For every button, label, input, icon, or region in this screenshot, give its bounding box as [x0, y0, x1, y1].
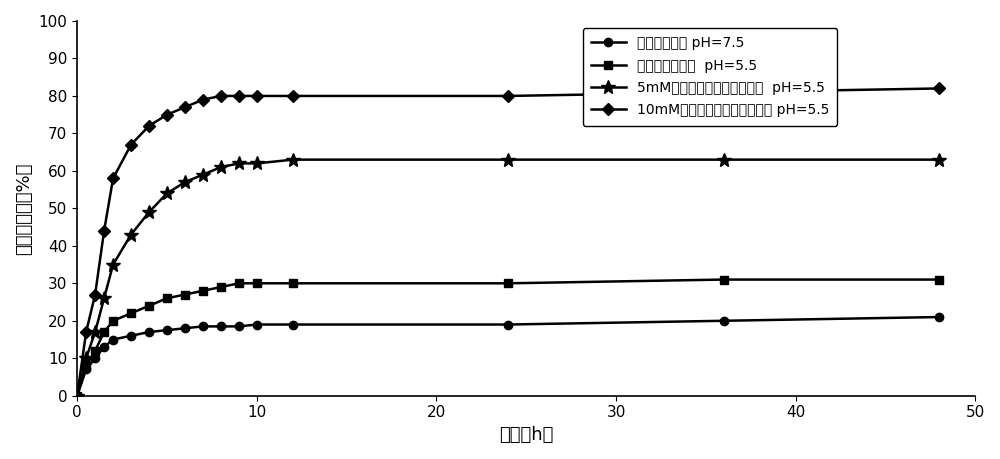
磷酸缓冲盐液 pH=7.5 [215, 324, 227, 329]
Line: 磷酸缓冲盐液 pH=7.5: 磷酸缓冲盐液 pH=7.5 [73, 313, 944, 400]
10mM谷胱甘肽磷酸缓冲盐溶液 pH=5.5 [502, 93, 514, 99]
磷酸缓冲盐溶液  pH=5.5 [287, 280, 299, 286]
磷酸缓冲盐溶液  pH=5.5 [718, 277, 730, 282]
5mM谷胱甘肽磷酸缓冲盐溶液  pH=5.5 [161, 190, 173, 196]
10mM谷胱甘肽磷酸缓冲盐溶液 pH=5.5 [89, 292, 101, 297]
X-axis label: 时间（h）: 时间（h） [499, 426, 553, 444]
Y-axis label: 药物释放量（%）: 药物释放量（%） [15, 162, 33, 255]
10mM谷胱甘肽磷酸缓冲盐溶液 pH=5.5 [80, 329, 92, 335]
磷酸缓冲盐液 pH=7.5 [107, 337, 119, 342]
10mM谷胱甘肽磷酸缓冲盐溶液 pH=5.5 [197, 97, 209, 102]
5mM谷胱甘肽磷酸缓冲盐溶液  pH=5.5 [143, 209, 155, 215]
磷酸缓冲盐溶液  pH=5.5 [179, 292, 191, 297]
磷酸缓冲盐溶液  pH=5.5 [502, 280, 514, 286]
5mM谷胱甘肽磷酸缓冲盐溶液  pH=5.5 [179, 179, 191, 185]
10mM谷胱甘肽磷酸缓冲盐溶液 pH=5.5 [143, 123, 155, 129]
10mM谷胱甘肽磷酸缓冲盐溶液 pH=5.5 [287, 93, 299, 99]
10mM谷胱甘肽磷酸缓冲盐溶液 pH=5.5 [233, 93, 245, 99]
磷酸缓冲盐溶液  pH=5.5 [143, 303, 155, 308]
10mM谷胱甘肽磷酸缓冲盐溶液 pH=5.5 [179, 105, 191, 110]
磷酸缓冲盐液 pH=7.5 [179, 325, 191, 331]
Line: 5mM谷胱甘肽磷酸缓冲盐溶液  pH=5.5: 5mM谷胱甘肽磷酸缓冲盐溶液 pH=5.5 [70, 153, 946, 403]
5mM谷胱甘肽磷酸缓冲盐溶液  pH=5.5 [502, 157, 514, 162]
5mM谷胱甘肽磷酸缓冲盐溶液  pH=5.5 [80, 356, 92, 361]
磷酸缓冲盐溶液  pH=5.5 [125, 311, 137, 316]
10mM谷胱甘肽磷酸缓冲盐溶液 pH=5.5 [251, 93, 263, 99]
磷酸缓冲盐溶液  pH=5.5 [107, 318, 119, 324]
磷酸缓冲盐溶液  pH=5.5 [251, 280, 263, 286]
5mM谷胱甘肽磷酸缓冲盐溶液  pH=5.5 [251, 161, 263, 166]
5mM谷胱甘肽磷酸缓冲盐溶液  pH=5.5 [71, 393, 83, 398]
5mM谷胱甘肽磷酸缓冲盐溶液  pH=5.5 [287, 157, 299, 162]
10mM谷胱甘肽磷酸缓冲盐溶液 pH=5.5 [718, 90, 730, 95]
Line: 10mM谷胱甘肽磷酸缓冲盐溶液 pH=5.5: 10mM谷胱甘肽磷酸缓冲盐溶液 pH=5.5 [73, 84, 944, 400]
磷酸缓冲盐液 pH=7.5 [80, 367, 92, 372]
10mM谷胱甘肽磷酸缓冲盐溶液 pH=5.5 [107, 176, 119, 181]
磷酸缓冲盐液 pH=7.5 [251, 322, 263, 327]
Legend: 磷酸缓冲盐液 pH=7.5, 磷酸缓冲盐溶液  pH=5.5, 5mM谷胱甘肽磷酸缓冲盐溶液  pH=5.5, 10mM谷胱甘肽磷酸缓冲盐溶液 pH=5.5: 磷酸缓冲盐液 pH=7.5, 磷酸缓冲盐溶液 pH=5.5, 5mM谷胱甘肽磷酸… [583, 28, 837, 126]
磷酸缓冲盐溶液  pH=5.5 [161, 296, 173, 301]
磷酸缓冲盐液 pH=7.5 [502, 322, 514, 327]
5mM谷胱甘肽磷酸缓冲盐溶液  pH=5.5 [125, 232, 137, 237]
磷酸缓冲盐液 pH=7.5 [125, 333, 137, 339]
5mM谷胱甘肽磷酸缓冲盐溶液  pH=5.5 [89, 329, 101, 335]
磷酸缓冲盐溶液  pH=5.5 [197, 288, 209, 294]
磷酸缓冲盐液 pH=7.5 [718, 318, 730, 324]
磷酸缓冲盐溶液  pH=5.5 [71, 393, 83, 398]
磷酸缓冲盐液 pH=7.5 [143, 329, 155, 335]
磷酸缓冲盐液 pH=7.5 [197, 324, 209, 329]
磷酸缓冲盐液 pH=7.5 [233, 324, 245, 329]
10mM谷胱甘肽磷酸缓冲盐溶液 pH=5.5 [71, 393, 83, 398]
5mM谷胱甘肽磷酸缓冲盐溶液  pH=5.5 [107, 262, 119, 267]
10mM谷胱甘肽磷酸缓冲盐溶液 pH=5.5 [125, 142, 137, 147]
磷酸缓冲盐溶液  pH=5.5 [89, 348, 101, 353]
磷酸缓冲盐液 pH=7.5 [933, 314, 945, 320]
磷酸缓冲盐液 pH=7.5 [89, 356, 101, 361]
磷酸缓冲盐溶液  pH=5.5 [933, 277, 945, 282]
10mM谷胱甘肽磷酸缓冲盐溶液 pH=5.5 [215, 93, 227, 99]
磷酸缓冲盐液 pH=7.5 [98, 344, 110, 350]
磷酸缓冲盐溶液  pH=5.5 [215, 284, 227, 290]
10mM谷胱甘肽磷酸缓冲盐溶液 pH=5.5 [161, 112, 173, 118]
10mM谷胱甘肽磷酸缓冲盐溶液 pH=5.5 [98, 228, 110, 234]
Line: 磷酸缓冲盐溶液  pH=5.5: 磷酸缓冲盐溶液 pH=5.5 [73, 275, 944, 400]
5mM谷胱甘肽磷酸缓冲盐溶液  pH=5.5 [718, 157, 730, 162]
5mM谷胱甘肽磷酸缓冲盐溶液  pH=5.5 [197, 172, 209, 177]
磷酸缓冲盐溶液  pH=5.5 [98, 329, 110, 335]
5mM谷胱甘肽磷酸缓冲盐溶液  pH=5.5 [933, 157, 945, 162]
5mM谷胱甘肽磷酸缓冲盐溶液  pH=5.5 [215, 164, 227, 170]
10mM谷胱甘肽磷酸缓冲盐溶液 pH=5.5 [933, 86, 945, 91]
磷酸缓冲盐液 pH=7.5 [287, 322, 299, 327]
磷酸缓冲盐液 pH=7.5 [161, 327, 173, 333]
磷酸缓冲盐液 pH=7.5 [71, 393, 83, 398]
磷酸缓冲盐溶液  pH=5.5 [233, 280, 245, 286]
磷酸缓冲盐溶液  pH=5.5 [80, 363, 92, 369]
5mM谷胱甘肽磷酸缓冲盐溶液  pH=5.5 [98, 296, 110, 301]
5mM谷胱甘肽磷酸缓冲盐溶液  pH=5.5 [233, 161, 245, 166]
